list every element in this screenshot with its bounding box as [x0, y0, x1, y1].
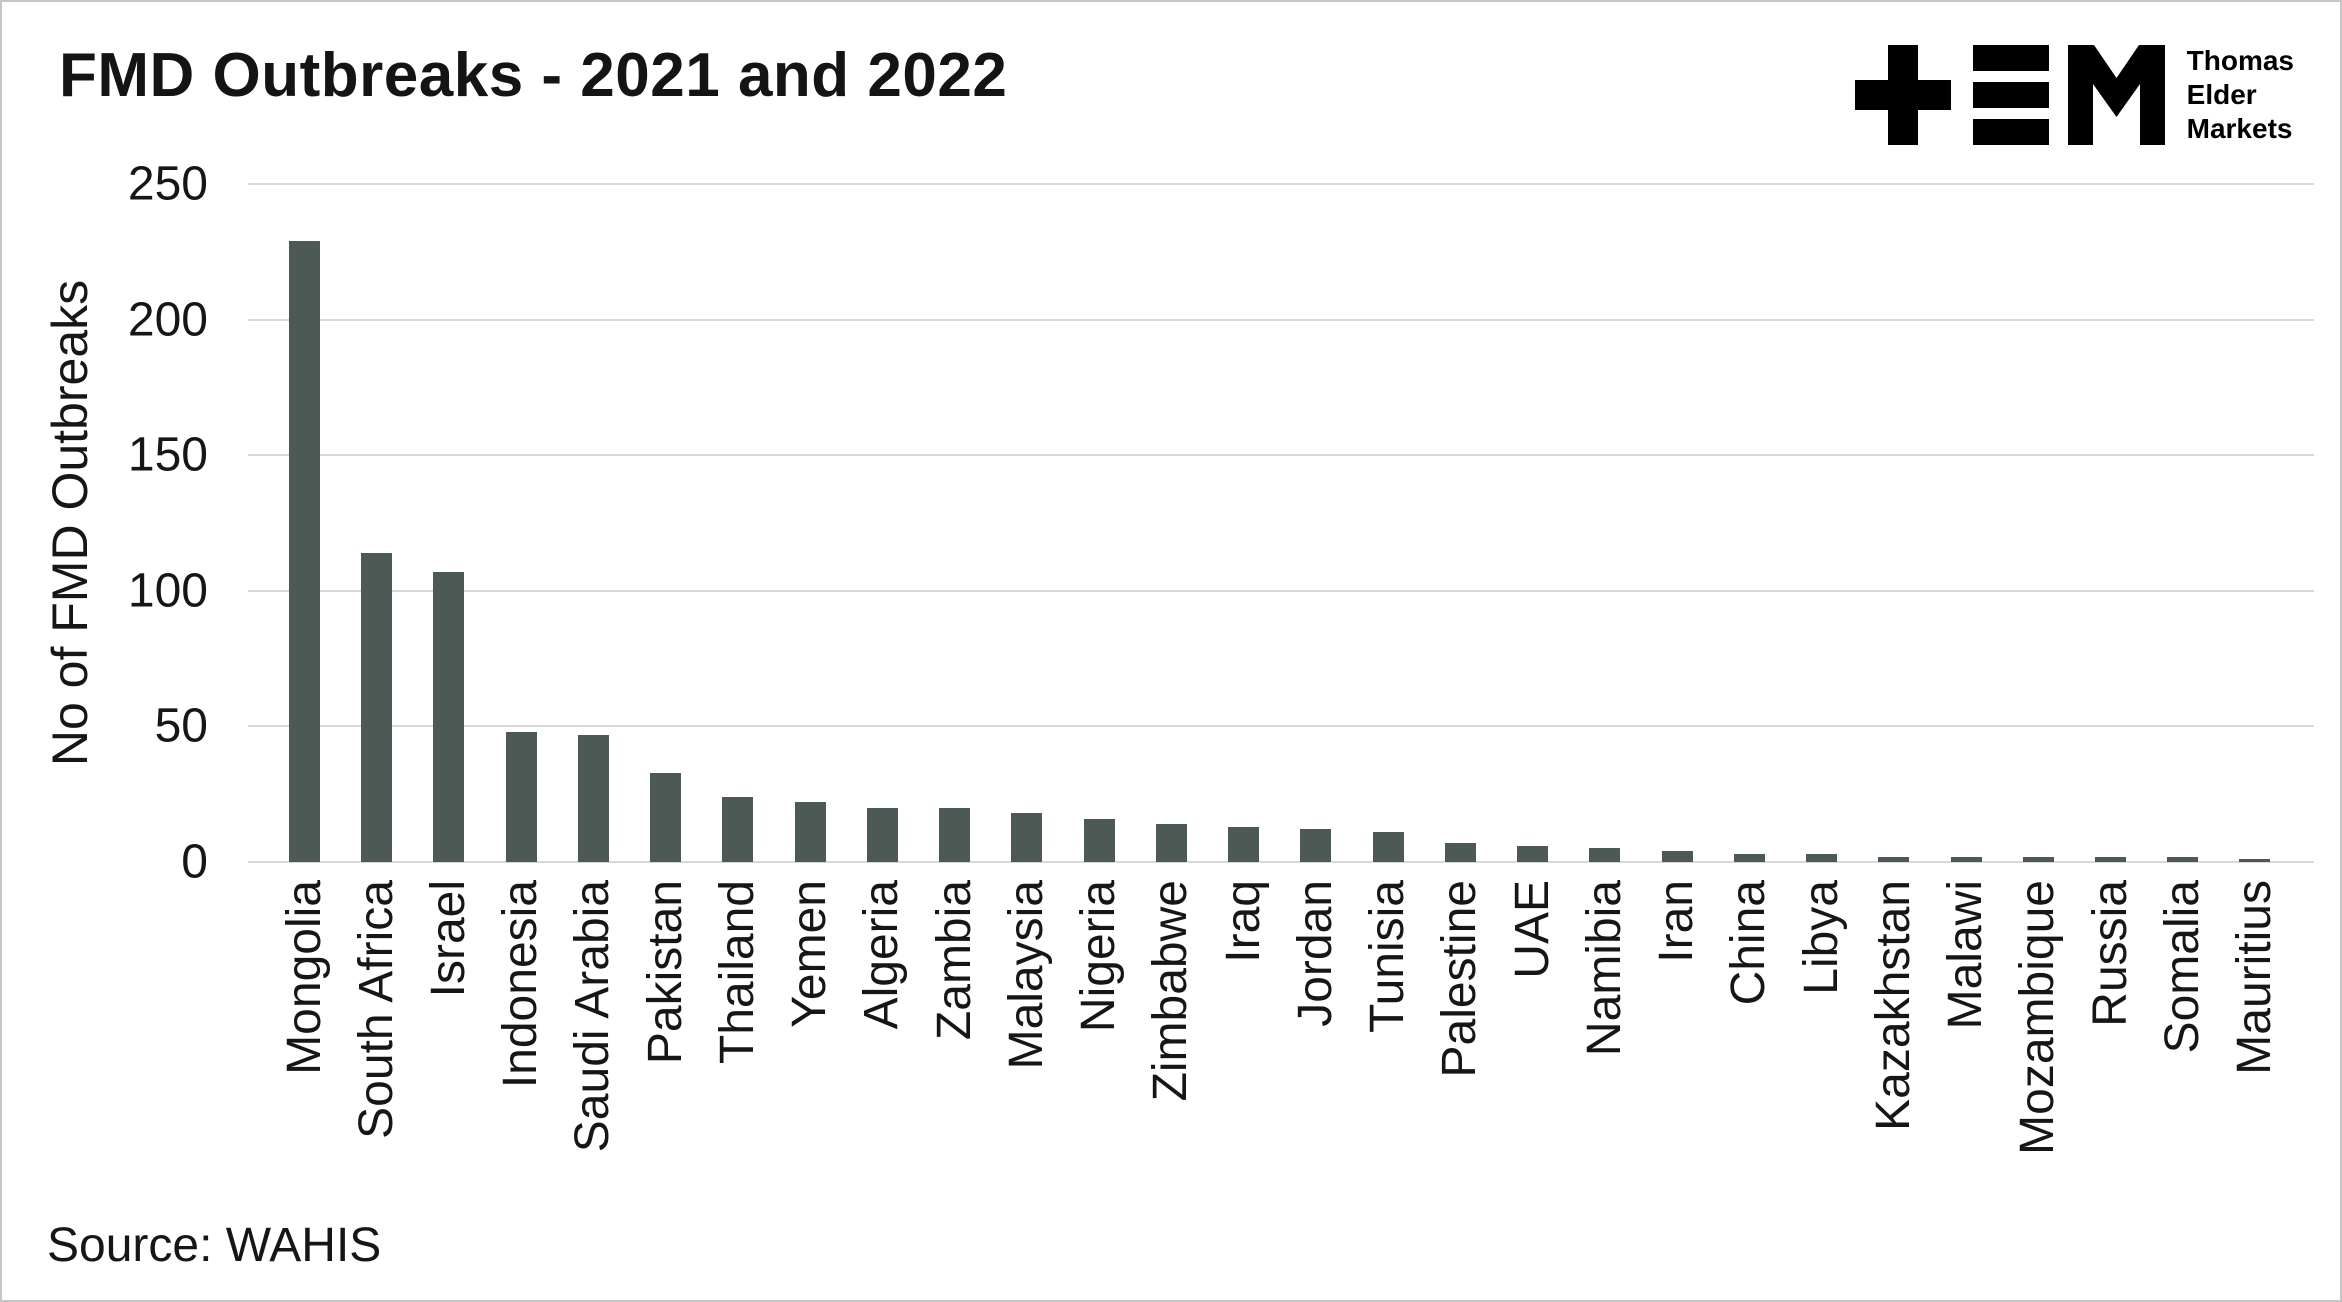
bar-tunisia [1372, 832, 1404, 862]
x-label-nigeria: Nigeria [1072, 880, 1126, 1033]
bar-indonesia [505, 731, 537, 862]
x-label-zimbabwe: Zimbabwe [1144, 880, 1198, 1102]
bar-zimbabwe [1155, 824, 1187, 862]
y-tick-150: 150 [127, 428, 208, 482]
x-label-russia: Russia [2083, 880, 2137, 1027]
gridline-50 [248, 725, 2314, 728]
logo-line-markets: Markets [2186, 113, 2293, 144]
bar-iran [1661, 851, 1693, 862]
bar-namibia [1589, 848, 1621, 862]
tem-logo: Thomas Elder Markets [1854, 44, 2294, 146]
y-tick-0: 0 [181, 835, 208, 889]
x-label-iran: Iran [1650, 880, 1704, 963]
bar-pakistan [650, 772, 682, 862]
bar-libya [1806, 853, 1838, 862]
source-note: Source: WAHIS [47, 1219, 382, 1272]
x-label-tunisia: Tunisia [1361, 880, 1415, 1033]
gridline-0 [248, 861, 2314, 863]
x-label-malawi: Malawi [1939, 880, 1993, 1030]
bar-yemen [794, 802, 826, 862]
logo-line-elder: Elder [2186, 79, 2257, 110]
x-label-palestine: Palestine [1433, 880, 1487, 1078]
x-label-china: China [1722, 880, 1776, 1006]
x-label-zambia: Zambia [927, 880, 981, 1041]
x-label-israel: Israel [421, 880, 475, 998]
bar-uae [1517, 845, 1549, 862]
tem-logo-text: Thomas Elder Markets [2187, 44, 2294, 146]
x-label-yemen: Yemen [783, 880, 837, 1028]
x-label-mongolia: Mongolia [277, 880, 331, 1075]
y-tick-200: 200 [127, 293, 208, 347]
bar-thailand [722, 796, 754, 862]
x-label-indonesia: Indonesia [494, 880, 548, 1089]
x-label-pakistan: Pakistan [638, 880, 692, 1065]
x-label-south-africa: South Africa [349, 880, 403, 1139]
logo-line-thomas: Thomas [2186, 45, 2294, 76]
bar-saudi-arabia [577, 734, 609, 862]
bar-mauritius [2239, 859, 2271, 862]
bar-mongolia [289, 240, 320, 862]
x-label-mozambique: Mozambique [2011, 880, 2065, 1155]
x-label-malaysia: Malaysia [999, 880, 1053, 1070]
bar-iraq [1228, 826, 1260, 862]
bar-malaysia [1011, 813, 1043, 862]
bar-israel [433, 571, 465, 862]
x-label-algeria: Algeria [855, 880, 909, 1030]
x-label-thailand: Thailand [710, 880, 764, 1065]
bar-malawi [1950, 856, 1982, 862]
x-label-libya: Libya [1794, 880, 1848, 995]
x-label-mauritius: Mauritius [2227, 880, 2281, 1075]
bar-russia [2095, 856, 2126, 862]
x-label-iraq: Iraq [1216, 880, 1270, 963]
gridline-200 [248, 318, 2314, 321]
bar-algeria [866, 807, 898, 862]
chart-title: FMD Outbreaks - 2021 and 2022 [59, 41, 1008, 110]
y-tick-100: 100 [127, 564, 208, 618]
gridline-250 [248, 183, 2314, 185]
bar-somalia [2167, 856, 2199, 862]
y-tick-250: 250 [127, 157, 208, 211]
x-label-namibia: Namibia [1577, 880, 1631, 1057]
x-label-kazakhstan: Kazakhstan [1866, 880, 1920, 1131]
gridline-150 [248, 454, 2314, 457]
bar-zambia [939, 807, 971, 862]
bar-china [1733, 853, 1765, 862]
x-label-uae: UAE [1505, 880, 1559, 979]
x-label-somalia: Somalia [2155, 880, 2209, 1054]
x-label-saudi-arabia: Saudi Arabia [566, 880, 620, 1153]
bar-jordan [1300, 829, 1332, 862]
bar-south-africa [361, 552, 393, 862]
bar-palestine [1444, 843, 1476, 862]
gridline-100 [248, 589, 2314, 592]
bar-nigeria [1083, 818, 1115, 862]
x-label-jordan: Jordan [1288, 880, 1342, 1027]
tem-logo-mark-icon [1854, 44, 2167, 146]
bar-kazakhstan [1878, 856, 1910, 862]
bar-mozambique [2022, 856, 2054, 862]
y-tick-50: 50 [154, 699, 208, 753]
